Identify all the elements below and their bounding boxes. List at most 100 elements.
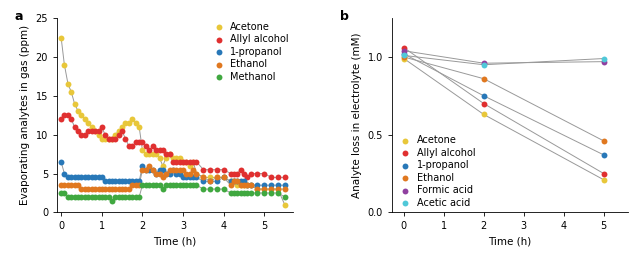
Methanol [151,183,161,187]
1-propanol [158,168,168,172]
Allyl alcohol [212,168,222,172]
Methanol [219,187,229,191]
Acetone [113,129,124,133]
Ethanol [93,187,103,191]
Allyl alcohol [100,133,110,137]
1-propanol [188,175,198,179]
1-propanol [107,179,117,183]
Methanol [66,195,76,199]
Formic acid [399,49,409,53]
Ethanol [107,187,117,191]
Ethanol [205,179,216,183]
1-propanol [134,179,145,183]
1-propanol [141,168,151,172]
Allyl alcohol [134,140,145,145]
Acetone [60,63,70,67]
Ethanol [236,183,246,187]
Methanol [87,195,97,199]
Ethanol [280,187,290,191]
1-propanol [399,52,409,56]
1-propanol [178,175,188,179]
Ethanol [198,175,209,179]
Formic acid [479,61,489,65]
1-propanol [80,175,90,179]
1-propanol [124,179,134,183]
Methanol [83,195,93,199]
Allyl alcohol [83,129,93,133]
Ethanol [97,187,107,191]
Methanol [246,191,256,195]
Ethanol [103,187,113,191]
Allyl alcohol [185,160,195,164]
Allyl alcohol [246,171,256,176]
Y-axis label: Analyte loss in electrolyte (mM): Analyte loss in electrolyte (mM) [352,33,362,198]
Ethanol [76,187,86,191]
1-propanol [252,183,262,187]
1-propanol [145,168,155,172]
1-propanol [60,171,70,176]
Ethanol [158,175,168,179]
Methanol [90,195,100,199]
Allyl alcohol [103,136,113,141]
Allyl alcohol [266,175,276,179]
Ethanol [246,183,256,187]
Acetone [232,183,242,187]
Acetone [181,160,191,164]
1-propanol [83,175,93,179]
Acetone [158,164,168,168]
Methanol [141,183,151,187]
1-propanol [63,175,73,179]
Allyl alcohol [273,175,283,179]
Ethanol [113,187,124,191]
Allyl alcohol [87,129,97,133]
Ethanol [141,168,151,172]
Methanol [80,195,90,199]
X-axis label: Time (h): Time (h) [153,237,197,247]
Ethanol [188,168,198,172]
Allyl alcohol [148,144,158,148]
Allyl alcohol [171,160,181,164]
1-propanol [229,179,239,183]
Allyl alcohol [107,136,117,141]
Methanol [107,199,117,203]
Ethanol [66,183,76,187]
Allyl alcohol [97,125,107,129]
Methanol [212,187,222,191]
Methanol [127,195,138,199]
Allyl alcohol [191,160,202,164]
Methanol [138,183,148,187]
Ethanol [155,171,165,176]
Acetone [83,121,93,125]
Acetone [103,136,113,141]
Allyl alcohol [120,136,131,141]
1-propanol [168,168,178,172]
Allyl alcohol [76,133,86,137]
1-propanol [191,175,202,179]
Allyl alcohol [110,136,120,141]
Acetone [120,121,131,125]
1-propanol [70,175,80,179]
Allyl alcohol [178,160,188,164]
Methanol [165,183,175,187]
1-propanol [73,175,83,179]
Ethanol [178,168,188,172]
Methanol [97,195,107,199]
Allyl alcohol [80,133,90,137]
Ethanol [90,187,100,191]
Allyl alcohol [141,144,151,148]
Methanol [158,187,168,191]
Ethanol [148,168,158,172]
1-propanol [212,179,222,183]
1-propanol [120,179,131,183]
Allyl alcohol [232,171,242,176]
Ethanol [175,168,185,172]
Ethanol [151,171,161,176]
1-propanol [161,171,171,176]
Text: b: b [340,10,349,23]
Allyl alcohol [239,171,249,176]
Allyl alcohol [117,129,127,133]
Acetone [70,102,80,106]
1-propanol [100,179,110,183]
Allyl alcohol [236,168,246,172]
Ethanol [399,55,409,59]
